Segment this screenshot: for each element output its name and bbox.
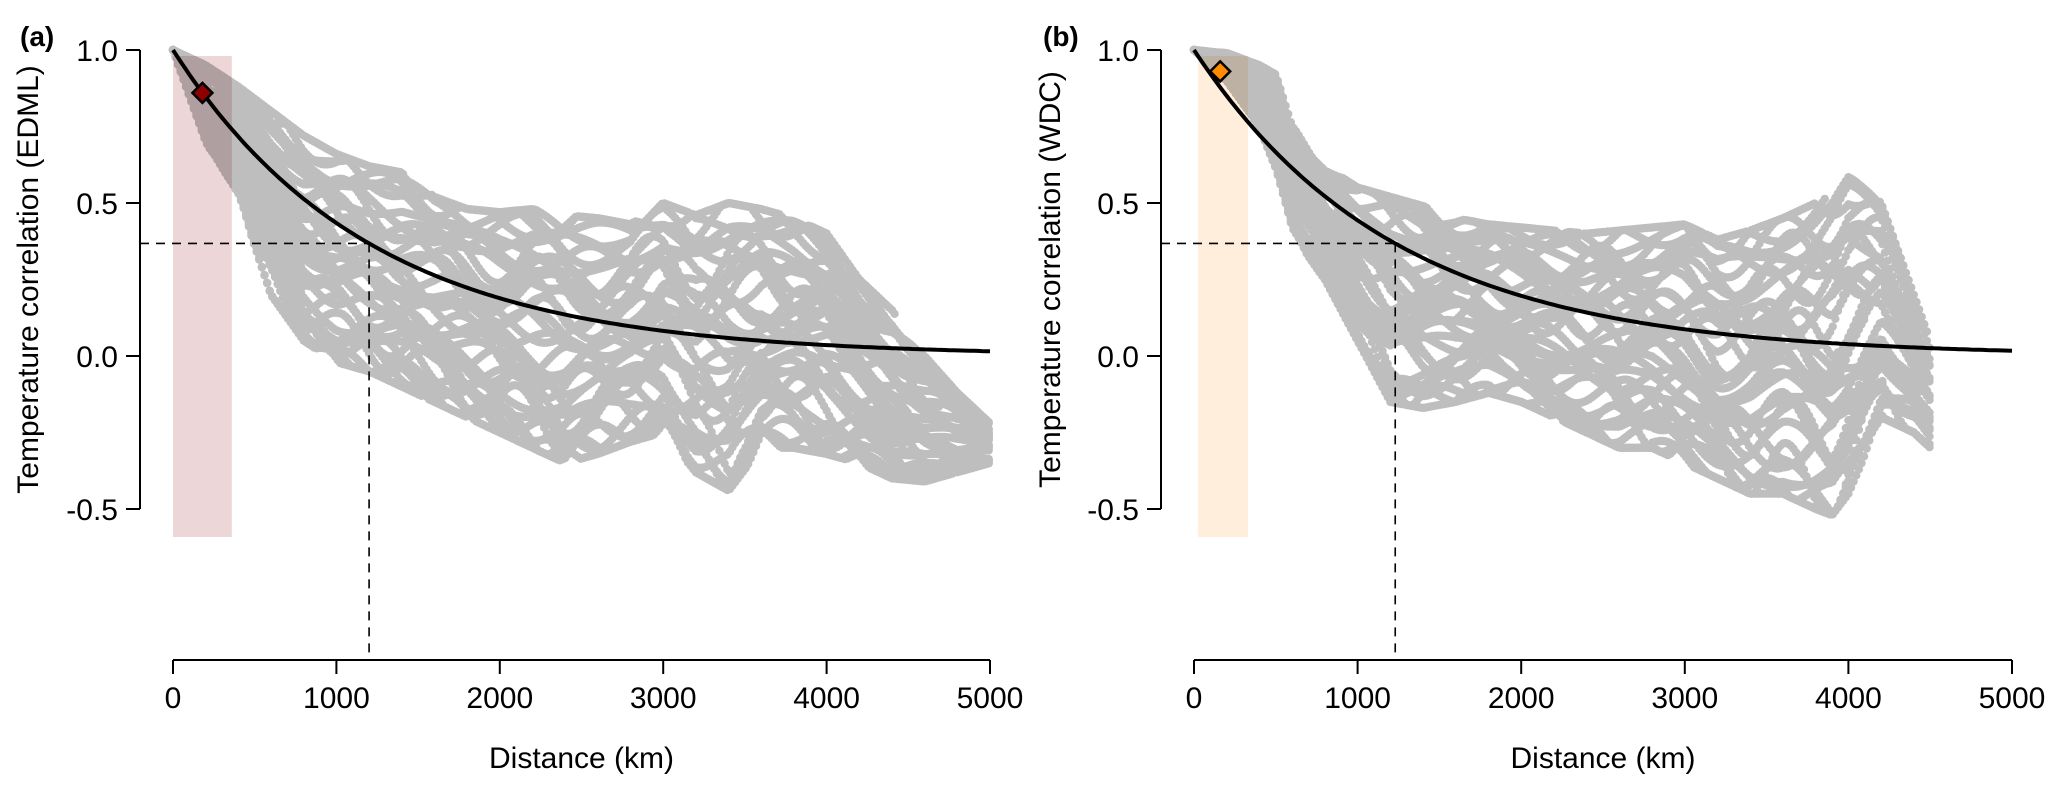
panel-a-scatter-point (260, 271, 269, 280)
panel-a-scatter-point (262, 278, 272, 288)
panel-a-scatter-point (916, 451, 925, 460)
panel-a-scatter-point (984, 454, 993, 464)
panel-a-scatter-point (234, 189, 243, 198)
panel-a-label: (a) (20, 21, 54, 52)
panel-a-scatter-point (255, 255, 264, 264)
panel-a-scatter-point (749, 435, 758, 445)
panel-a-scatter (168, 45, 993, 495)
panel-a-scatter-point (257, 263, 267, 272)
panel-a: (a) -0.50.00.51.00 1000 2000 3000 4000 5000 D… (12, 21, 1023, 775)
